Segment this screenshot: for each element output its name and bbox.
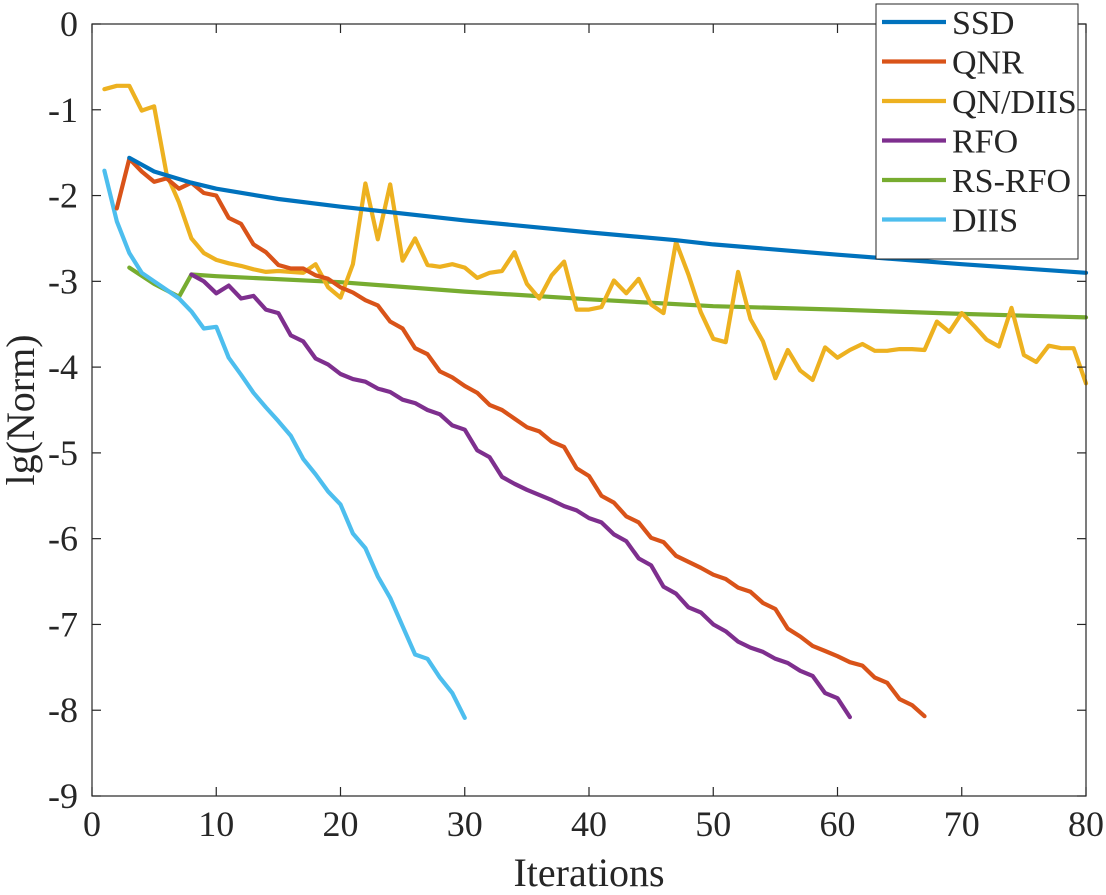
y-tick-label: 0 (60, 4, 78, 44)
y-tick-label: -1 (48, 90, 78, 130)
y-tick-label: -2 (48, 176, 78, 216)
x-tick-label: 10 (198, 804, 234, 844)
x-tick-label: 0 (83, 804, 101, 844)
legend-label: RS-RFO (952, 163, 1071, 200)
x-axis-label: Iterations (513, 850, 664, 890)
series-line-diis (102, 168, 467, 720)
x-tick-label: 70 (944, 804, 980, 844)
y-axis-label: lg(Norm) (0, 334, 43, 485)
legend-label: SSD (952, 5, 1014, 42)
x-tick-label: 30 (447, 804, 483, 844)
y-tick-label: -6 (48, 519, 78, 559)
legend-box (875, 3, 1079, 260)
legend-label: DIIS (952, 203, 1018, 240)
y-tick-label: -4 (48, 347, 78, 387)
x-tick-label: 60 (820, 804, 856, 844)
series-layer (102, 83, 1089, 720)
y-tick-label: -5 (48, 433, 78, 473)
series-line-qnr (114, 156, 927, 719)
y-tick-label: -3 (48, 261, 78, 301)
y-tick-label: -7 (48, 604, 78, 644)
series-line-rfo (189, 272, 852, 720)
x-tick-label: 50 (695, 804, 731, 844)
y-tick-label: -9 (48, 776, 78, 816)
x-tick-label: 80 (1068, 804, 1104, 844)
x-tick-label: 20 (323, 804, 359, 844)
series-line-qn-diis (102, 83, 1089, 386)
legend-label: QNR (952, 45, 1024, 82)
series-line-ssd (127, 155, 1089, 275)
y-tick-label: -8 (48, 690, 78, 730)
ticks-layer: 0 10 20 30 40 50 60 70 80 0 -1 -2 -3 -4 -5 -6 -7 -8 -9 (48, 4, 1104, 844)
x-tick-label: 40 (571, 804, 607, 844)
legend-label: RFO (952, 124, 1018, 161)
legend-label: QN/DIIS (952, 84, 1077, 121)
